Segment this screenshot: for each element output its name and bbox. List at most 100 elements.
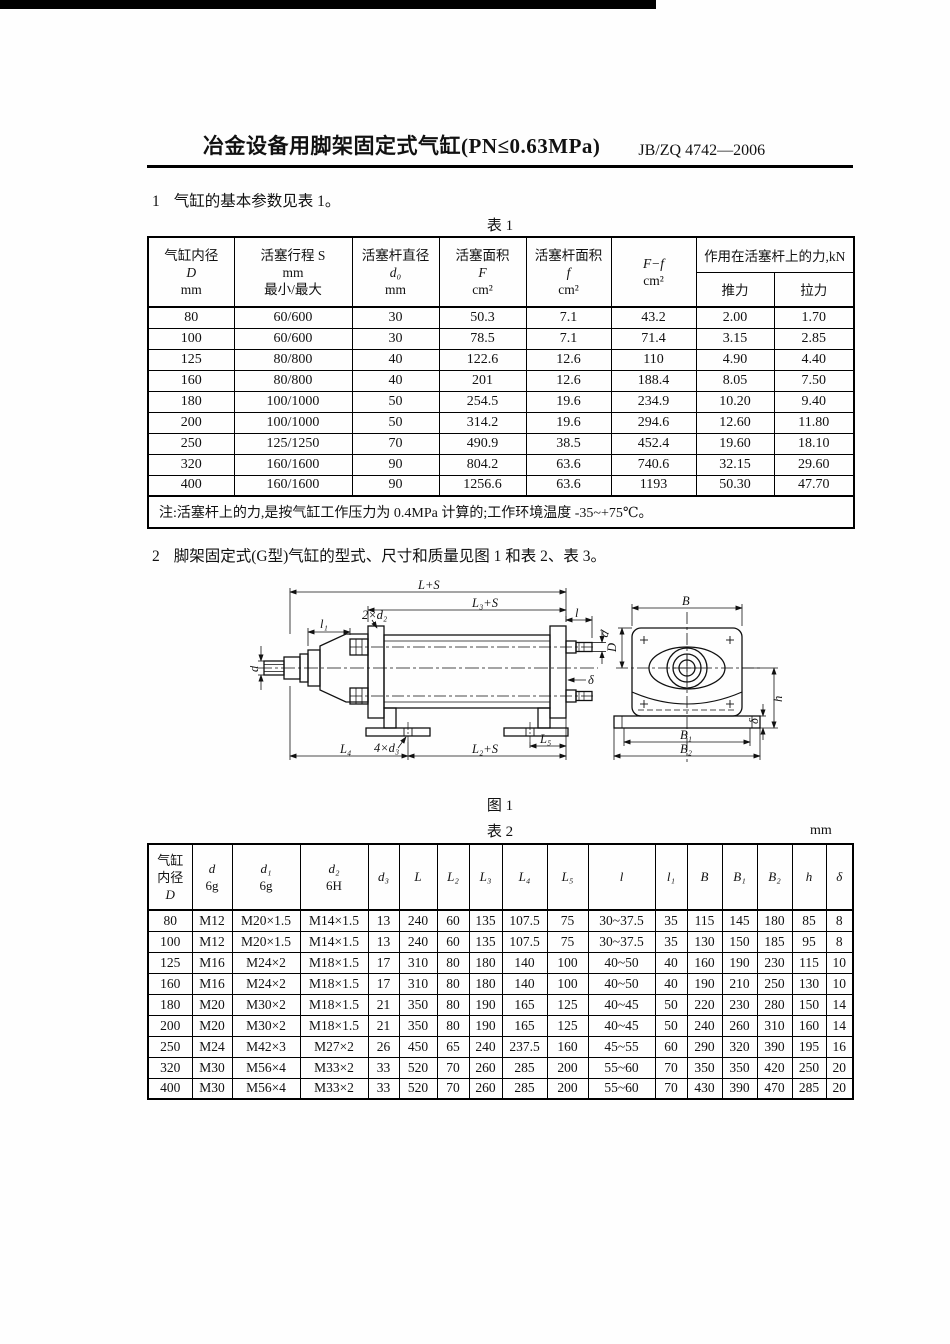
table-cell: 430 xyxy=(686,1077,723,1100)
table-cell: 240 xyxy=(398,930,438,953)
table-cell: 55~60 xyxy=(587,1077,656,1100)
table-cell: 140 xyxy=(501,951,548,974)
table-cell: 50 xyxy=(654,1014,688,1037)
header-line: mm xyxy=(282,264,304,280)
table-cell: 110 xyxy=(610,348,697,371)
table-cell: 280 xyxy=(756,993,793,1016)
table-cell: M30 xyxy=(191,1077,233,1100)
table-cell: 17 xyxy=(367,972,400,995)
table-cell: M20×1.5 xyxy=(231,909,301,932)
table-cell: 130 xyxy=(686,930,723,953)
table-cell: 234.9 xyxy=(610,390,697,413)
table-cell: 520 xyxy=(398,1056,438,1079)
table-cell: 125 xyxy=(147,951,193,974)
table-cell: M18×1.5 xyxy=(299,951,369,974)
table-cell: 350 xyxy=(721,1056,758,1079)
table-cell: M30 xyxy=(191,1056,233,1079)
figure-1-drawing: L+S L₃+S 2×d₂ l₁ d l d δ 4×d₃ L₄ L₂+S L₅… xyxy=(247,578,785,762)
table-cell: 107.5 xyxy=(501,909,548,932)
table-cell: 80/800 xyxy=(233,369,353,392)
table2-body: 80 M12 M20×1.5 M14×1.5 13 240 60 135 107.5 75 30~3… xyxy=(147,909,854,1100)
table-cell: 35 xyxy=(654,930,688,953)
table-cell: 19.6 xyxy=(525,390,612,413)
table-cell: 135 xyxy=(468,909,503,932)
table-cell: 30~37.5 xyxy=(587,930,656,953)
column-header-delta: δ xyxy=(825,843,854,911)
table-cell: 230 xyxy=(721,993,758,1016)
dim-label-h: h xyxy=(771,696,785,702)
table-cell: 38.5 xyxy=(525,432,612,455)
table-cell: 740.6 xyxy=(610,453,697,476)
header-line: cm² xyxy=(558,281,579,297)
column-header-stroke: 活塞行程 S mm 最小/最大 xyxy=(233,236,353,308)
table-cell: 250 xyxy=(147,432,235,455)
table-cell: 12.6 xyxy=(525,348,612,371)
table-row: 400 160/1600 90 1256.6 63.6 1193 50.30 47.70 xyxy=(147,474,855,497)
table-cell: 40 xyxy=(351,369,440,392)
column-header-d2: d₂ 6H xyxy=(299,843,369,911)
section-2-number: 2 xyxy=(152,548,160,565)
table-cell: 7.1 xyxy=(525,327,612,350)
table-cell: 1256.6 xyxy=(438,474,527,497)
table-cell: 60 xyxy=(436,909,470,932)
table-cell: 150 xyxy=(791,993,827,1016)
table1-caption: 表 1 xyxy=(486,218,514,234)
column-header-L3: L₃ xyxy=(468,843,503,911)
table-cell: 290 xyxy=(686,1035,723,1058)
dim-label-l2-plus-s: L₂+S xyxy=(471,742,499,756)
table-cell: 75 xyxy=(546,930,589,953)
table-cell: 13 xyxy=(367,909,400,932)
table-cell: 50.3 xyxy=(438,306,527,329)
dim-label-delta-end: δ xyxy=(747,718,761,724)
table-cell: 140 xyxy=(501,972,548,995)
table2-unit-label: mm xyxy=(810,823,832,838)
table-cell: 260 xyxy=(721,1014,758,1037)
table-row: 80 M12 M20×1.5 M14×1.5 13 240 60 135 107.5 75 30~3… xyxy=(147,909,854,932)
header-line: d₁ xyxy=(260,861,272,876)
table-cell: 30 xyxy=(351,327,440,350)
table-cell: 75 xyxy=(546,909,589,932)
table-cell: M14×1.5 xyxy=(299,909,369,932)
table-cell: 65 xyxy=(436,1035,470,1058)
table-cell: 125/1250 xyxy=(233,432,353,455)
table-cell: 10 xyxy=(825,972,854,995)
table-cell: 40 xyxy=(351,348,440,371)
table1-note: 注:活塞杆上的力,是按气缸工作压力为 0.4MPa 计算的;工作环境温度 -35… xyxy=(147,495,855,529)
table-cell: 7.50 xyxy=(773,369,855,392)
table-cell: 400 xyxy=(147,1077,193,1100)
table-cell: 200 xyxy=(546,1056,589,1079)
table-cell: 125 xyxy=(546,993,589,1016)
figure-1: L+S L₃+S 2×d₂ l₁ d l d δ 4×d₃ L₄ L₂+S L₅… xyxy=(247,576,810,792)
table-cell: 7.1 xyxy=(525,306,612,329)
table-cell: 237.5 xyxy=(501,1035,548,1058)
table-cell: M56×4 xyxy=(231,1056,301,1079)
column-header-bore-d: 气缸 内径 D xyxy=(147,843,193,911)
header-line: d₂ xyxy=(328,861,340,876)
table-cell: 115 xyxy=(686,909,723,932)
table-cell: 33 xyxy=(367,1077,400,1100)
header-line: 气缸 xyxy=(157,852,184,868)
table-cell: 33 xyxy=(367,1056,400,1079)
table-cell: 390 xyxy=(756,1035,793,1058)
table-cell: 125 xyxy=(147,348,235,371)
table-cell: M18×1.5 xyxy=(299,1014,369,1037)
table-cell: 240 xyxy=(398,909,438,932)
table-row: 250 125/1250 70 490.9 38.5 452.4 19.60 18.10 xyxy=(147,432,855,455)
table-cell: 150 xyxy=(721,930,758,953)
table-cell: 130 xyxy=(791,972,827,995)
table-cell: M33×2 xyxy=(299,1077,369,1100)
table-cell: 350 xyxy=(398,1014,438,1037)
table-cell: 50 xyxy=(351,390,440,413)
table-cell: M12 xyxy=(191,930,233,953)
table-cell: 115 xyxy=(791,951,827,974)
table-row: 400 M30 M56×4 M33×2 33 520 70 260 285 200 55~60 70 4… xyxy=(147,1077,854,1100)
table-cell: M24 xyxy=(191,1035,233,1058)
table-cell: 125 xyxy=(546,1014,589,1037)
header-line: 6H xyxy=(326,878,342,893)
table-cell: 188.4 xyxy=(610,369,697,392)
column-header-l: l xyxy=(587,843,656,911)
table-cell: 200 xyxy=(147,1014,193,1037)
table-cell: 190 xyxy=(468,1014,503,1037)
table-cell: 90 xyxy=(351,453,440,476)
